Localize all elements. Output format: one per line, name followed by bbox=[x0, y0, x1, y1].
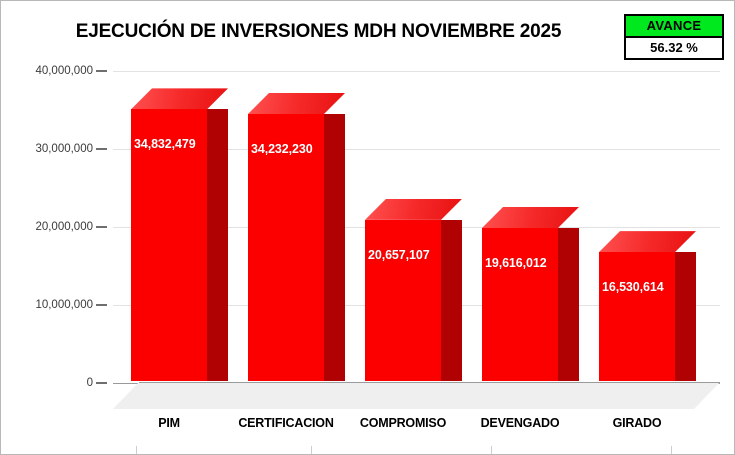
bar-compromiso: 20,657,107 bbox=[365, 198, 462, 381]
y-axis-label: 40,000,000 bbox=[35, 65, 93, 77]
bar-front-face bbox=[365, 219, 441, 381]
chart-title: EJECUCIÓN DE INVERSIONES MDH NOVIEMBRE 2… bbox=[75, 21, 562, 42]
avance-badge: AVANCE 56.32 % bbox=[624, 14, 724, 60]
y-axis-tick bbox=[96, 304, 107, 306]
y-axis-tick bbox=[96, 148, 107, 150]
bar-front-face bbox=[599, 252, 675, 381]
y-axis-tick bbox=[96, 382, 107, 384]
y-axis-label: 20,000,000 bbox=[35, 221, 93, 233]
bar-top-face bbox=[248, 93, 345, 114]
y-axis-label: 0 bbox=[86, 377, 93, 389]
bar-top-face bbox=[599, 231, 696, 253]
bar-top-face bbox=[131, 88, 228, 110]
bar-pim: 34,832,479 bbox=[131, 88, 228, 381]
bar-value-label: 16,530,614 bbox=[602, 280, 664, 295]
y-axis-tick bbox=[96, 226, 107, 228]
bottom-tick bbox=[136, 446, 137, 454]
avance-badge-header: AVANCE bbox=[626, 16, 722, 38]
y-axis-label: 30,000,000 bbox=[35, 143, 93, 155]
bar-top-face bbox=[365, 198, 462, 220]
category-label-compromiso: COMPROMISO bbox=[359, 416, 447, 430]
gridline bbox=[113, 149, 720, 150]
bar-front-face bbox=[482, 228, 558, 381]
category-label-girado: GIRADO bbox=[612, 416, 662, 430]
category-label-pim: PIM bbox=[158, 416, 180, 430]
bar-side-face bbox=[675, 252, 696, 381]
y-axis-tick bbox=[96, 70, 107, 72]
chart-floor bbox=[113, 382, 720, 409]
bar-side-face bbox=[441, 219, 462, 381]
category-label-devengado: DEVENGADO bbox=[480, 416, 560, 430]
floor-baseline bbox=[139, 382, 720, 383]
floor-plane bbox=[113, 382, 720, 409]
bar-girado: 16,530,614 bbox=[599, 231, 696, 381]
bar-side-face bbox=[207, 109, 228, 381]
bottom-tick bbox=[311, 446, 312, 454]
bar-side-face bbox=[324, 114, 345, 381]
y-axis-label: 10,000,000 bbox=[35, 299, 93, 311]
avance-badge-value: 56.32 % bbox=[626, 38, 722, 58]
bar-top-face bbox=[482, 207, 579, 228]
bar-value-label: 20,657,107 bbox=[368, 247, 430, 262]
bar-front-face bbox=[248, 114, 324, 381]
bar-value-label: 34,832,479 bbox=[134, 137, 196, 152]
category-label-certificacion: CERTIFICACION bbox=[238, 416, 334, 430]
bar-devengado: 19,616,012 bbox=[482, 207, 579, 381]
bar-value-label: 19,616,012 bbox=[485, 256, 547, 270]
bottom-tick bbox=[671, 446, 672, 454]
bar-value-label: 34,232,230 bbox=[251, 142, 313, 156]
bar-front-face bbox=[131, 109, 207, 381]
bar-side-face bbox=[558, 228, 579, 381]
bar-certificacion: 34,232,230 bbox=[248, 93, 345, 381]
gridline bbox=[113, 71, 720, 72]
bottom-tick bbox=[491, 446, 492, 454]
